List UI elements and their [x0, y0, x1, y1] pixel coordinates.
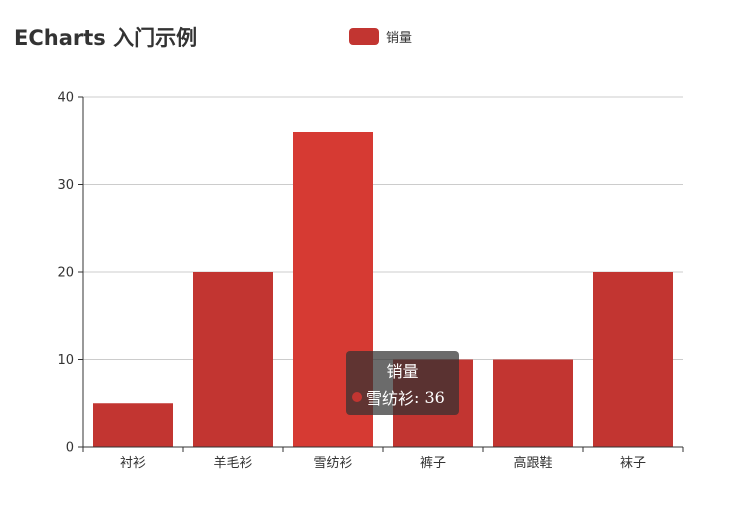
x-tick-label: 裤子: [420, 456, 446, 471]
tooltip-row: 雪纺衫: 36: [352, 385, 445, 409]
chart-title: ECharts 入门示例: [14, 26, 198, 50]
tooltip-value: 36: [424, 387, 445, 407]
legend-swatch: [349, 28, 379, 45]
bar-2: [193, 272, 273, 447]
legend[interactable]: 销量: [349, 27, 412, 46]
tooltip-title: 销量: [386, 362, 419, 381]
y-tick-label: 20: [57, 266, 74, 281]
bar-5: [493, 359, 573, 447]
x-tick-label: 衬衫: [120, 456, 146, 471]
legend-label: 销量: [386, 31, 413, 46]
y-tick-label: 30: [57, 178, 74, 193]
y-tick-label: 0: [66, 441, 74, 456]
x-tick-label: 羊毛衫: [213, 455, 252, 471]
tooltip: 销量 雪纺衫: 36: [346, 351, 459, 415]
x-tick-label: 高跟鞋: [513, 455, 552, 471]
x-tick-label: 袜子: [620, 456, 646, 471]
x-tick-label: 雪纺衫: [313, 456, 352, 471]
bar-6: [593, 272, 673, 447]
tooltip-separator: :: [414, 387, 425, 407]
bars: [93, 132, 673, 447]
bar-1: [93, 403, 173, 447]
y-tick-label: 40: [57, 91, 74, 106]
tooltip-category: 雪纺衫: [366, 389, 415, 408]
y-tick-label: 10: [57, 353, 74, 368]
tooltip-dot: [352, 392, 362, 402]
